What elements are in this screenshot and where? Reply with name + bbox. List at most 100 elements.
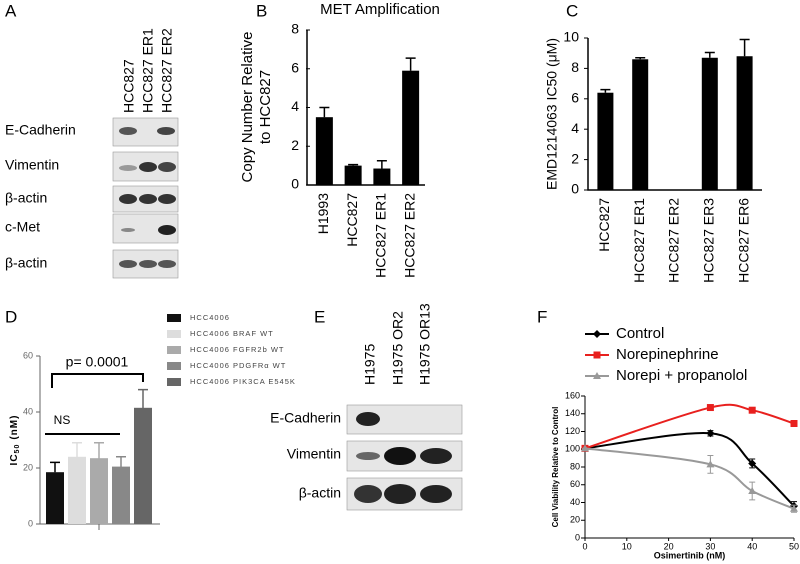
bar [701, 57, 718, 191]
panel-label: C [566, 1, 578, 20]
bar [373, 168, 391, 185]
marker [581, 444, 589, 452]
y-tick-label: 6 [291, 59, 299, 75]
y-tick-label: 160 [565, 390, 580, 400]
y-tick-label: 40 [23, 406, 33, 416]
y-tick-label: 8 [571, 59, 579, 75]
x-tick-label: 10 [622, 541, 632, 551]
band [158, 260, 176, 268]
bar [344, 165, 362, 185]
bar [46, 472, 64, 524]
bar [112, 466, 130, 524]
y-axis-label: to HCC827 [257, 70, 274, 144]
y-tick-label: 2 [571, 150, 579, 166]
error-bar [116, 456, 126, 478]
row-label: c-Met [5, 219, 40, 235]
marker [706, 429, 715, 438]
legend-swatch [167, 314, 181, 322]
marker [790, 504, 798, 512]
bar [597, 92, 614, 190]
y-tick-label: 4 [291, 98, 299, 114]
band [384, 484, 416, 504]
y-tick-label: 60 [570, 479, 580, 489]
legend-swatch [167, 346, 181, 354]
error-bar [635, 57, 646, 60]
legend-label: HCC4006 BRAF WT [190, 329, 274, 338]
y-tick-label: 0 [28, 518, 33, 528]
y-axis-label: IC50 (nM) [9, 415, 22, 466]
y-axis-label-part: (nM) [9, 415, 20, 440]
legend-marker [593, 330, 601, 338]
lane-label: H1975 OR13 [417, 303, 433, 385]
band [139, 260, 157, 268]
legend-label: Norepi + propanolol [616, 367, 747, 384]
legend-label: Control [616, 325, 664, 342]
band [157, 127, 175, 135]
error-bar [739, 38, 750, 57]
band [420, 448, 452, 464]
y-tick-label: 80 [570, 461, 580, 471]
lane-label: H1975 [362, 344, 378, 385]
y-axis-label: Cell Viability Relative to Control [551, 407, 560, 528]
x-tick-label: HCC827 [596, 198, 612, 252]
y-axis-label: Copy Number Relative [239, 32, 256, 183]
bar [90, 458, 108, 524]
error-bar [50, 461, 60, 473]
line [584, 447, 795, 510]
axis [584, 396, 794, 539]
x-tick-label: HCC827 ER2 [401, 193, 417, 278]
legend-marker [593, 372, 601, 379]
band [119, 194, 137, 204]
band [139, 162, 157, 172]
legend-label: HCC4006 FGFR2b WT [190, 345, 285, 354]
annotation: NS [54, 413, 71, 427]
y-tick-label: 6 [571, 90, 579, 106]
bar [68, 456, 86, 524]
y-tick-label: 60 [23, 350, 33, 360]
annotation: p= 0.0001 [66, 354, 129, 370]
band [158, 225, 176, 235]
bracket [51, 373, 144, 388]
row-label: E-Cadherin [270, 410, 341, 426]
x-tick-label: HCC827 ER1 [373, 193, 389, 278]
x-tick-label: HCC827 ER3 [701, 198, 717, 283]
y-tick-label: 2 [291, 137, 299, 153]
y-tick-label: 0 [291, 176, 299, 192]
x-tick-label: 20 [664, 541, 674, 551]
y-axis-label: EMD1214063 IC50 (μM) [544, 38, 560, 190]
legend-label: HCC4006 PIK3CA E545K [190, 377, 296, 386]
legend-label: Norepinephrine [616, 346, 719, 363]
error-bar [138, 388, 148, 427]
panel-label: E [314, 307, 325, 326]
legend-marker [593, 351, 601, 359]
legend-label: HCC4006 [190, 313, 230, 322]
y-axis-label-part: 50 [14, 444, 21, 454]
row-label: Vimentin [287, 446, 341, 462]
band [354, 485, 382, 503]
x-tick-label: 0 [582, 541, 587, 551]
band [420, 485, 452, 503]
row-label: β-actin [5, 255, 47, 271]
x-axis-label: Osimertinib (nM) [654, 550, 726, 560]
band [119, 127, 137, 135]
error-bar [376, 160, 387, 169]
band [158, 162, 176, 172]
marker [748, 406, 756, 414]
band [356, 452, 380, 460]
row-label: Vimentin [5, 157, 59, 173]
axis [587, 38, 762, 191]
panel-label: F [537, 307, 547, 326]
band [121, 228, 135, 232]
panel-label: B [256, 1, 267, 20]
band [356, 412, 380, 426]
error-bar [319, 106, 330, 118]
panel-label: D [5, 307, 17, 326]
y-tick-label: 120 [565, 426, 580, 436]
y-tick-label: 0 [571, 181, 579, 197]
panel-label: A [5, 1, 17, 20]
x-tick-label: 40 [747, 541, 757, 551]
y-axis-label-part: IC [9, 453, 20, 465]
y-tick-label: 4 [571, 120, 579, 136]
x-tick-label: 30 [705, 541, 715, 551]
